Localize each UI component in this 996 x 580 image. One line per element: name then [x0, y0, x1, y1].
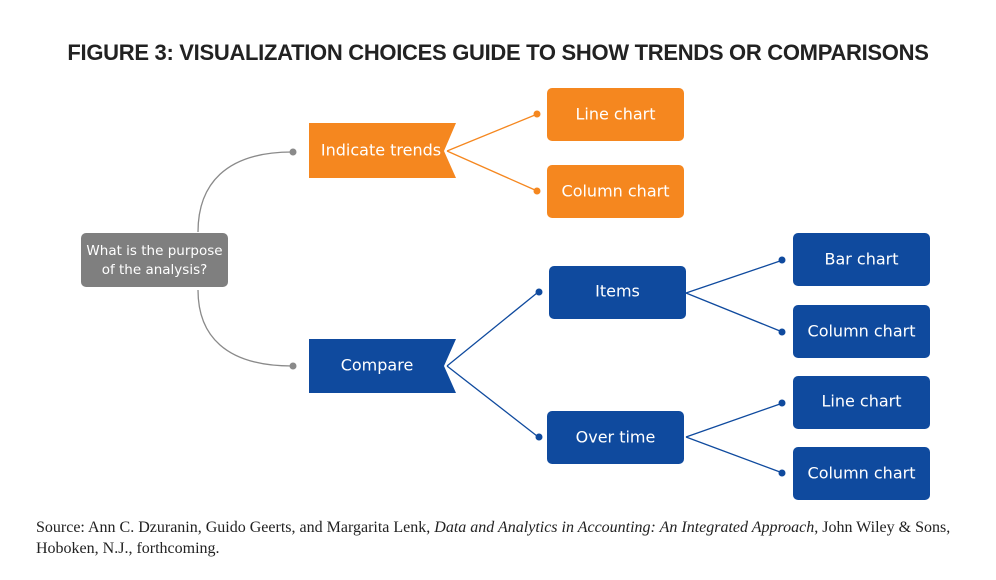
node-trend-line-chart: Line chart	[547, 88, 684, 141]
node-overtime-column-chart: Column chart	[793, 447, 930, 500]
connector-root-to-compare	[197, 289, 293, 367]
node-over-time: Over time	[547, 411, 684, 464]
node-root-question: What is the purpose of the analysis?	[81, 233, 228, 287]
source-suffix: , John Wiley & Sons, Hoboken, N.J., fort…	[36, 519, 951, 557]
connector-dot	[535, 288, 543, 296]
source-book-title: Data and Analytics in Accounting: An Int…	[434, 519, 815, 536]
connector-items-to-bar-chart	[685, 260, 781, 294]
node-trend-column-chart: Column chart	[547, 165, 684, 218]
connector-compare-to-items	[446, 292, 538, 367]
connector-trends-to-line-chart	[446, 114, 536, 152]
node-overtime-line-chart: Line chart	[793, 376, 930, 429]
node-overtime-line-chart-label: Line chart	[821, 392, 901, 411]
connector-dot	[535, 433, 543, 441]
node-items: Items	[549, 266, 686, 319]
connector-dot	[289, 148, 297, 156]
node-root-line2: of the analysis?	[102, 262, 208, 278]
node-overtime-column-chart-label: Column chart	[808, 464, 916, 483]
node-trend-line-chart-label: Line chart	[575, 105, 655, 124]
node-items-column-chart: Column chart	[793, 305, 930, 358]
connector-dot	[289, 362, 297, 370]
connector-compare-to-over-time	[446, 365, 538, 437]
node-compare: Compare	[309, 339, 456, 393]
connector-dot	[778, 399, 786, 407]
node-trend-column-chart-label: Column chart	[562, 182, 670, 201]
source-prefix: Source: Ann C. Dzuranin, Guido Geerts, a…	[36, 519, 435, 536]
connector-trends-to-column-chart	[446, 150, 536, 191]
connector-dot	[533, 110, 541, 118]
node-compare-label: Compare	[341, 356, 414, 375]
figure-title: FIGURE 3: VISUALIZATION CHOICES GUIDE TO…	[67, 40, 929, 65]
node-over-time-label: Over time	[576, 428, 656, 447]
connector-root-to-indicate-trends	[197, 151, 293, 233]
node-items-bar-chart-label: Bar chart	[824, 250, 898, 269]
connector-overtime-to-column-chart	[685, 436, 781, 473]
node-items-column-chart-label: Column chart	[808, 322, 916, 341]
connector-dot	[778, 469, 786, 477]
connector-dot	[778, 328, 786, 336]
connector-overtime-to-line-chart	[685, 403, 781, 438]
source-citation: Source: Ann C. Dzuranin, Guido Geerts, a…	[36, 517, 966, 559]
connector-dot	[533, 187, 541, 195]
connector-dot	[778, 256, 786, 264]
node-indicate-trends: Indicate trends	[309, 123, 456, 178]
node-indicate-trends-label: Indicate trends	[321, 141, 441, 160]
node-items-label: Items	[595, 282, 640, 301]
node-items-bar-chart: Bar chart	[793, 233, 930, 286]
connector-items-to-column-chart	[685, 292, 781, 332]
node-root-line1: What is the purpose	[86, 243, 222, 259]
